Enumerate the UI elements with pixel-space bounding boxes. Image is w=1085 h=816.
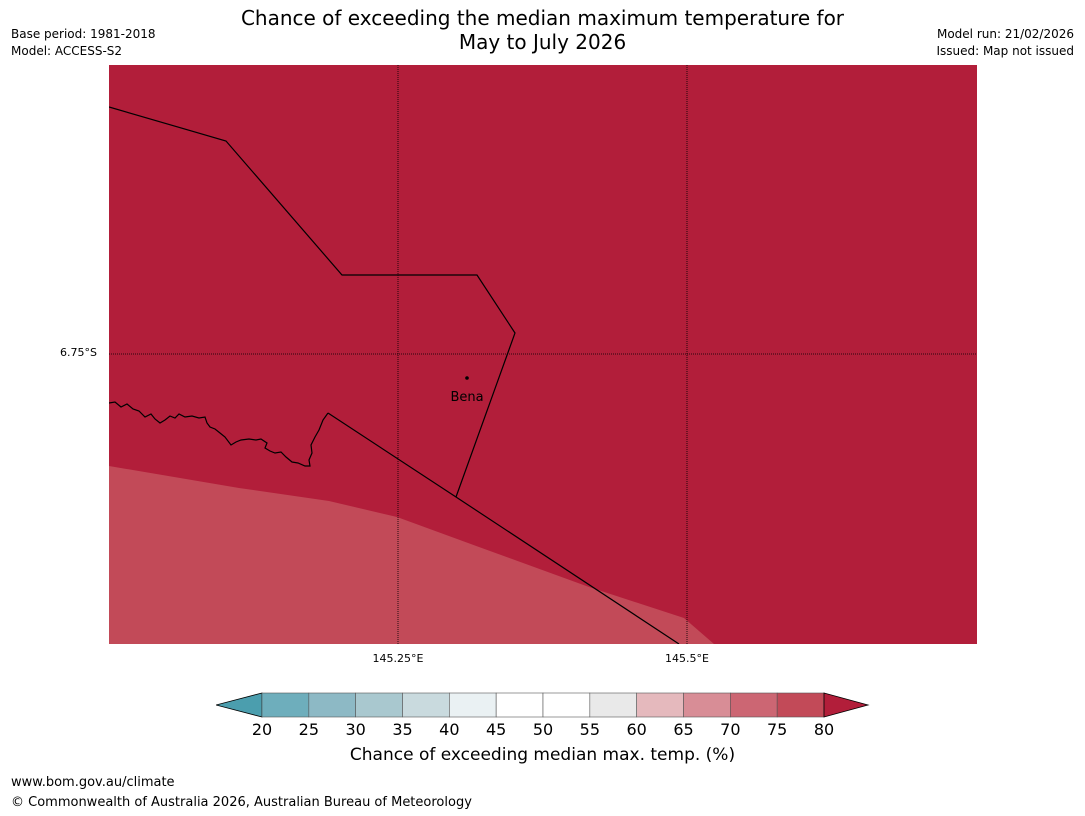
colorbar-band bbox=[402, 692, 450, 718]
colorbar bbox=[216, 692, 870, 718]
colorbar-tick-label: 80 bbox=[813, 720, 835, 739]
lat-label: 6.75°S bbox=[60, 346, 97, 359]
province-border-south bbox=[327, 412, 680, 644]
colorbar-over-arrow bbox=[823, 692, 870, 718]
colorbar-band bbox=[308, 692, 356, 718]
footer-url[interactable]: www.bom.gov.au/climate bbox=[11, 775, 175, 790]
river-boundary bbox=[109, 401, 329, 467]
title-line-1: Chance of exceeding the median maximum t… bbox=[240, 6, 845, 30]
bena-marker bbox=[465, 376, 469, 380]
issued-text: Issued: Map not issued bbox=[936, 44, 1074, 58]
colorbar-band bbox=[589, 692, 637, 718]
colorbar-label: Chance of exceeding median max. temp. (%… bbox=[349, 745, 736, 765]
colorbar-tick-label: 30 bbox=[345, 720, 366, 739]
colorbar-band bbox=[542, 692, 591, 718]
lon-label-145-5: 145.5°E bbox=[665, 652, 709, 665]
colorbar-band bbox=[449, 692, 497, 718]
colorbar-band bbox=[683, 692, 731, 718]
colorbar-band bbox=[261, 692, 310, 718]
lon-label-145-25: 145.25°E bbox=[372, 652, 424, 665]
colorbar-tick-label: 75 bbox=[766, 720, 788, 739]
colorbar-tick-label: 60 bbox=[626, 720, 647, 739]
colorbar-under-arrow bbox=[216, 692, 263, 718]
footer-copyright: © Commonwealth of Australia 2026, Austra… bbox=[11, 795, 472, 810]
colorbar-bands bbox=[261, 692, 825, 718]
colorbar-tick-label: 25 bbox=[298, 720, 319, 739]
bena-label: Bena bbox=[450, 390, 483, 405]
colorbar-band bbox=[355, 692, 403, 718]
colorbar-band bbox=[636, 692, 684, 718]
colorbar-tick-label: 20 bbox=[251, 720, 273, 739]
colorbar-tick-label: 70 bbox=[720, 720, 741, 739]
colorbar-tick-label: 50 bbox=[532, 720, 554, 739]
model-run-text: Model run: 21/02/2026 bbox=[936, 27, 1074, 41]
colorbar-band bbox=[730, 692, 778, 718]
model-text: Model: ACCESS-S2 bbox=[11, 44, 123, 58]
region-75-80 bbox=[109, 466, 714, 644]
colorbar-tick-label: 45 bbox=[485, 720, 507, 739]
meta-left: Base period: 1981-2018 Model: ACCESS-S2 bbox=[11, 26, 156, 60]
colorbar-tick-label: 40 bbox=[439, 720, 460, 739]
colorbar-tick-label: 35 bbox=[392, 720, 413, 739]
province-border bbox=[109, 106, 516, 498]
colorbar-tick-label: 55 bbox=[579, 720, 600, 739]
map-title: Chance of exceeding the median maximum t… bbox=[0, 6, 1085, 54]
colorbar-tick-label: 65 bbox=[673, 720, 694, 739]
probability-map: Bena bbox=[109, 65, 977, 644]
colorbar-band bbox=[776, 692, 825, 718]
base-period-text: Base period: 1981-2018 bbox=[11, 27, 156, 41]
meta-right: Model run: 21/02/2026 Issued: Map not is… bbox=[936, 26, 1074, 60]
colorbar-band bbox=[495, 692, 544, 718]
title-line-2: May to July 2026 bbox=[458, 30, 627, 54]
